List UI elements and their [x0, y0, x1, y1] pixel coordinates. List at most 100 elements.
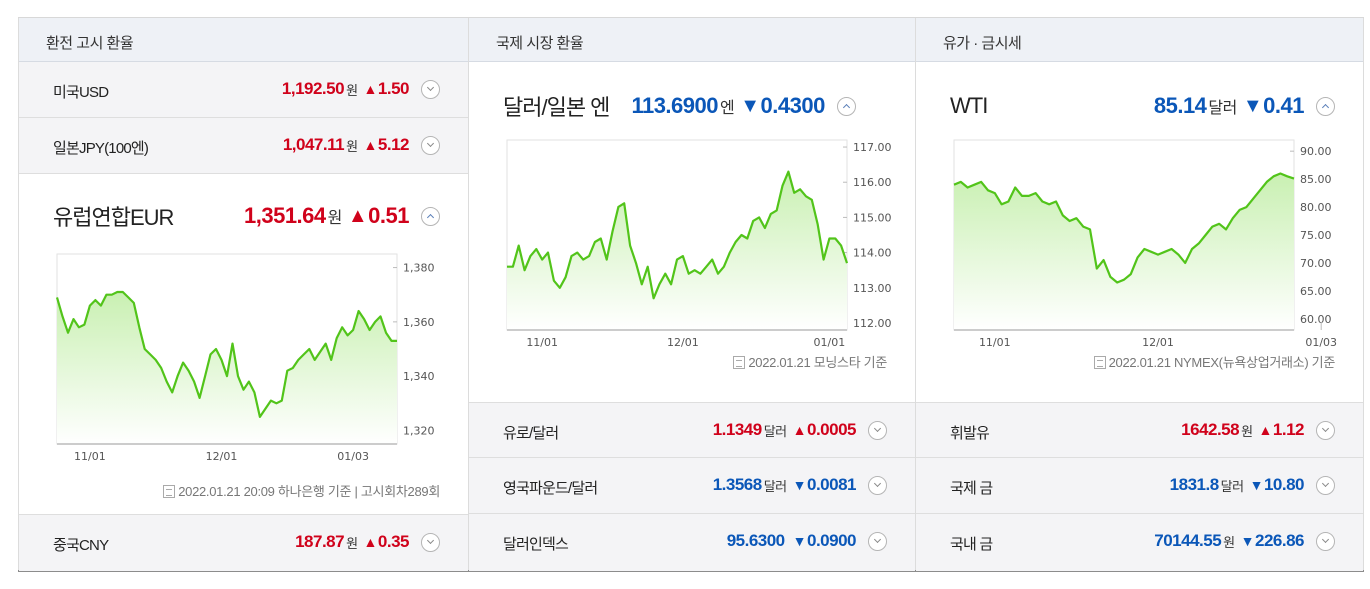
rate-value: 187.87	[295, 532, 345, 551]
row-jpy[interactable]: 일본JPY(100엔) 1,047.11 원 ▲ 5.12	[19, 118, 468, 174]
price-unit: 달러	[1220, 478, 1244, 494]
y-tick-label: 65.00	[1300, 285, 1332, 298]
chevron-down-icon[interactable]	[1316, 420, 1335, 440]
x-tick-label: 12/01	[1142, 336, 1174, 349]
commodity-name: 국제 금	[950, 480, 993, 497]
down-arrow-icon: ▼	[1249, 477, 1264, 493]
y-tick-label: 114.00	[853, 247, 892, 260]
up-arrow-icon: ▲	[363, 137, 378, 153]
rate-unit: 엔	[719, 100, 735, 117]
international-market-column: 국제 시장 환율 달러/일본 엔 113.6900 엔 ▼ 0.4300 112…	[468, 18, 915, 571]
chevron-down-icon[interactable]	[421, 532, 440, 552]
price-change: 10.80	[1263, 475, 1305, 494]
row-cny[interactable]: 중국CNY 187.87 원 ▲ 0.35	[19, 514, 468, 571]
rate-change: 0.4300	[760, 93, 826, 118]
commodity-name: WTI	[950, 93, 988, 118]
commodity-name: 국내 금	[950, 536, 993, 553]
y-tick-label: 70.00	[1300, 257, 1332, 270]
down-arrow-icon: ▼	[1242, 94, 1263, 117]
rate-change: 0.51	[368, 203, 409, 228]
y-tick-label: 117.00	[853, 141, 892, 154]
price-change: 0.41	[1263, 93, 1304, 118]
chevron-down-icon[interactable]	[1316, 531, 1335, 551]
rate-change: 0.0900	[807, 531, 857, 550]
row-domestic-gold[interactable]: 국내 금 70144.55 원 ▼ 226.86	[916, 514, 1363, 571]
rate-value: 1.3568	[712, 475, 763, 494]
price-unit: 달러	[1208, 100, 1237, 117]
rate-value: 1,192.50	[281, 79, 345, 98]
price-change: 226.86	[1255, 531, 1305, 550]
rate-value: 95.6300	[726, 531, 785, 550]
price-value: 1831.8	[1169, 475, 1220, 494]
down-arrow-icon: ▼	[1240, 533, 1255, 549]
rate-unit: 원	[327, 210, 343, 227]
document-icon	[1093, 356, 1106, 369]
chart-svg: 1,320 1,340 1,360 1,380 11/01 12/01 01/03	[55, 253, 435, 463]
column-title: 유가 · 금시세	[916, 18, 1363, 62]
chevron-down-icon[interactable]	[1316, 475, 1335, 495]
y-tick-label: 1,380	[403, 262, 435, 275]
usdjpy-chart: 112.00 113.00 114.00 115.00 116.00 117.00 11/0…	[506, 139, 907, 354]
rate-value: 1,351.64	[244, 203, 326, 228]
rate-value: 113.6900	[631, 93, 718, 118]
y-tick-label: 115.00	[853, 211, 892, 224]
y-tick-label: 80.00	[1300, 201, 1332, 214]
price-value: 85.14	[1153, 93, 1207, 118]
rate-change: 0.35	[377, 532, 410, 551]
x-tick-label: 12/01	[667, 336, 699, 349]
wti-expanded-panel: WTI 85.14 달러 ▼ 0.41 60.00 65.00 70.00 75.00…	[916, 62, 1363, 402]
x-tick-label: 11/01	[74, 450, 106, 463]
y-tick-label: 116.00	[853, 176, 892, 189]
currency-name: 유로/달러	[503, 425, 559, 442]
currency-name: 영국파운드/달러	[503, 480, 598, 497]
row-eurusd[interactable]: 유로/달러 1.1349 달러 ▲ 0.0005	[469, 402, 915, 458]
down-arrow-icon: ▼	[792, 477, 807, 493]
x-tick-label: 01/03	[1305, 336, 1337, 349]
price-value: 70144.55	[1154, 531, 1222, 550]
rate-change: 0.0005	[807, 420, 857, 439]
row-usd[interactable]: 미국USD 1,192.50 원 ▲ 1.50	[19, 62, 468, 118]
chevron-down-icon[interactable]	[421, 79, 440, 99]
y-tick-label: 1,320	[403, 424, 435, 437]
chevron-up-icon[interactable]	[836, 96, 856, 116]
rate-value: 1,047.11	[282, 135, 345, 154]
y-tick-label: 90.00	[1300, 145, 1332, 158]
series-line	[507, 170, 849, 300]
y-tick-label: 112.00	[853, 317, 892, 330]
rate-unit: 원	[346, 138, 358, 154]
row-dollar-index[interactable]: 달러인덱스 95.6300 ▼ 0.0900	[469, 514, 915, 571]
chevron-up-icon[interactable]	[1316, 96, 1335, 116]
area-fill	[954, 173, 1294, 330]
chart-svg: 112.00 113.00 114.00 115.00 116.00 117.00 11/0…	[506, 139, 892, 349]
down-arrow-icon: ▼	[792, 533, 807, 549]
rate-unit: 달러	[763, 478, 787, 494]
x-tick-label: 12/01	[206, 450, 238, 463]
x-tick-label: 01/03	[337, 450, 369, 463]
rate-change: 0.0081	[807, 475, 857, 494]
row-international-gold[interactable]: 국제 금 1831.8 달러 ▼ 10.80	[916, 458, 1363, 514]
exchange-rate-widget: 환전 고시 환율 미국USD 1,192.50 원 ▲ 1.50 일본JPY(1…	[18, 17, 1364, 572]
chevron-down-icon[interactable]	[421, 135, 440, 155]
series-line	[953, 172, 1295, 284]
chevron-down-icon[interactable]	[868, 420, 887, 440]
chevron-down-icon[interactable]	[868, 531, 887, 551]
column-title: 환전 고시 환율	[19, 18, 468, 62]
document-icon	[733, 356, 746, 369]
wti-chart: 60.00 65.00 70.00 75.00 80.00 85.00 90.00 11/01…	[953, 139, 1354, 354]
row-gbpusd[interactable]: 영국파운드/달러 1.3568 달러 ▼ 0.0081	[469, 458, 915, 514]
source-note: 2022.01.21 20:09 하나은행 기준 | 고시회차289회	[163, 481, 440, 500]
area-fill	[57, 292, 397, 444]
chevron-down-icon[interactable]	[868, 475, 887, 495]
series-line	[55, 290, 397, 418]
row-gasoline[interactable]: 휘발유 1642.58 원 ▲ 1.12	[916, 402, 1363, 458]
price-value: 1642.58	[1181, 420, 1240, 439]
up-arrow-icon: ▲	[363, 534, 378, 550]
price-change: 1.12	[1272, 420, 1305, 439]
x-tick-label: 11/01	[526, 336, 558, 349]
chevron-up-icon[interactable]	[421, 206, 440, 226]
up-arrow-icon: ▲	[1258, 422, 1273, 438]
x-tick-label: 11/01	[979, 336, 1011, 349]
rate-change: 1.50	[377, 79, 410, 98]
currency-name: 달러/일본 엔	[503, 95, 610, 120]
currency-name: 달러인덱스	[503, 536, 569, 553]
